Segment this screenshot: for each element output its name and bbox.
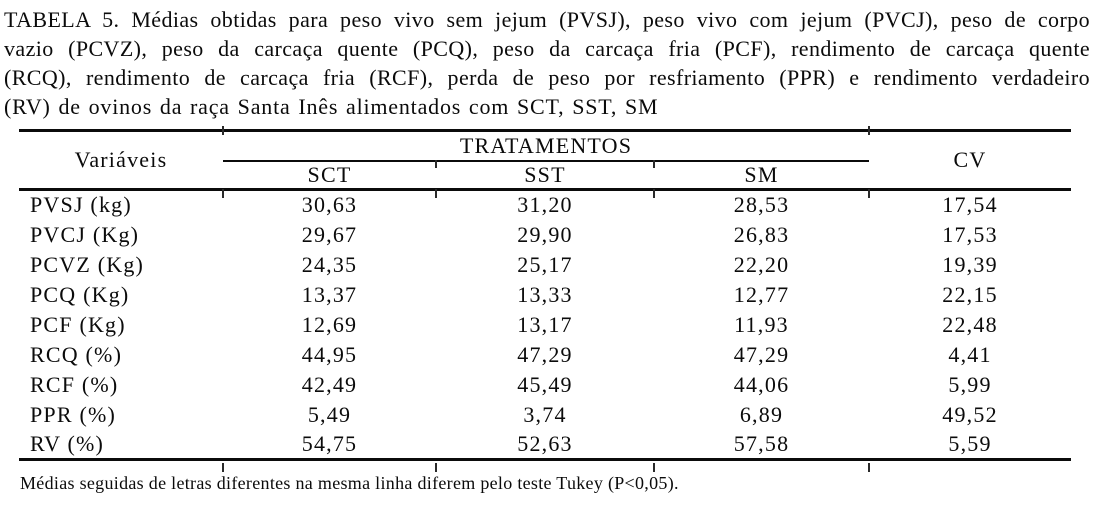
value-cell: 28,53 (733, 192, 790, 218)
value-cell: 49,52 (942, 401, 998, 427)
caption-line-4: (RV) de ovinos da raça Santa Inês alimen… (4, 94, 659, 119)
table-row: PCQ (Kg) 13,37 13,33 12,77 22,15 (19, 280, 1071, 310)
row-label: PVCJ (Kg) (30, 221, 140, 247)
rule-tick (435, 189, 437, 198)
value-cell: 31,20 (517, 192, 573, 218)
row-label: RCF (%) (30, 371, 119, 397)
value-cell: 29,90 (517, 221, 573, 247)
value-cell: 57,58 (733, 430, 790, 456)
row-label: PVSJ (kg) (30, 192, 132, 218)
column-header-tratamentos: TRATAMENTOS (223, 130, 870, 162)
value-cell: 29,67 (301, 221, 358, 247)
rule-tick (435, 160, 437, 168)
value-cell: 25,17 (517, 251, 573, 277)
value-cell: 6,89 (739, 401, 784, 427)
table-row: RV (%) 54,75 52,63 57,58 5,59 (19, 430, 1071, 460)
value-cell: 26,83 (733, 221, 790, 247)
rule-tick (868, 463, 870, 472)
value-cell: 3,74 (523, 401, 567, 427)
value-cell: 22,20 (733, 251, 790, 277)
column-header-cv: CV (869, 130, 1072, 191)
value-cell: 30,63 (301, 192, 358, 218)
caption-line-3: (RCQ), rendimento de carcaça fria (RCF),… (4, 65, 1090, 90)
table-caption: TABELA 5. Médias obtidas para peso vivo … (4, 5, 1090, 121)
row-label: PCF (Kg) (30, 311, 126, 337)
caption-line-2: vazio (PCVZ), peso da carcaça quente (PC… (4, 36, 1090, 61)
header-group-row: Variáveis TRATAMENTOS CV (19, 130, 1072, 191)
value-cell: 24,35 (301, 251, 358, 277)
column-header-variaveis: Variáveis (19, 130, 223, 191)
value-cell: 13,33 (517, 281, 573, 307)
value-cell: 22,48 (942, 311, 998, 337)
value-cell: 12,77 (733, 281, 790, 307)
table-row: PCF (Kg) 12,69 13,17 11,93 22,48 (19, 310, 1071, 340)
header-sub-row: SCT SST SM (19, 160, 1071, 191)
rule-tick (222, 189, 224, 198)
value-cell: 17,54 (942, 192, 998, 218)
rule-tick (222, 126, 224, 135)
rule-tick (868, 189, 870, 198)
value-cell: 42,49 (301, 371, 358, 397)
value-cell: 13,17 (517, 311, 573, 337)
table-row: RCF (%) 42,49 45,49 44,06 5,99 (19, 370, 1071, 400)
rule-tick (653, 463, 655, 472)
table-footnote: Médias seguidas de letras diferentes na … (20, 473, 679, 493)
rule-tick (222, 463, 224, 472)
row-label: PPR (%) (30, 401, 117, 427)
row-label: RCQ (%) (30, 341, 123, 367)
value-cell: 22,15 (942, 281, 998, 307)
value-cell: 11,93 (734, 311, 789, 337)
value-cell: 5,49 (307, 401, 352, 427)
rule-tick (435, 463, 437, 472)
value-cell: 5,99 (948, 371, 992, 397)
table-row: PCVZ (Kg) 24,35 25,17 22,20 19,39 (19, 250, 1071, 280)
results-table: Variáveis TRATAMENTOS CV SCT SST SM PVSJ… (19, 129, 1072, 461)
column-header-sct: SCT (223, 160, 436, 191)
value-cell: 45,49 (517, 371, 573, 397)
value-cell: 47,29 (517, 341, 573, 367)
caption-line-1: TABELA 5. Médias obtidas para peso vivo … (4, 7, 1090, 32)
value-cell: 5,59 (948, 430, 992, 456)
value-cell: 17,53 (942, 221, 998, 247)
table-row: RCQ (%) 44,95 47,29 47,29 4,41 (19, 340, 1071, 370)
row-label: RV (%) (30, 430, 105, 456)
value-cell: 4,41 (948, 341, 992, 367)
value-cell: 47,29 (733, 341, 790, 367)
table-row: PPR (%) 5,49 3,74 6,89 49,52 (19, 400, 1071, 430)
table-row: PVCJ (Kg) 29,67 29,90 26,83 17,53 (19, 220, 1071, 250)
row-label: PCQ (Kg) (30, 281, 130, 307)
rule-tick (653, 160, 655, 168)
value-cell: 44,95 (301, 341, 358, 367)
value-cell: 44,06 (733, 371, 790, 397)
value-cell: 52,63 (517, 430, 573, 456)
value-cell: 54,75 (301, 430, 358, 456)
rule-tick (653, 189, 655, 198)
column-header-sm: SM (654, 160, 870, 191)
value-cell: 19,39 (942, 251, 998, 277)
column-header-sst: SST (436, 160, 654, 191)
table-row: PVSJ (kg) 30,63 31,20 28,53 17,54 (19, 190, 1071, 220)
rule-tick (868, 126, 870, 135)
row-label: PCVZ (Kg) (30, 251, 145, 277)
value-cell: 12,69 (301, 311, 358, 337)
value-cell: 13,37 (301, 281, 358, 307)
